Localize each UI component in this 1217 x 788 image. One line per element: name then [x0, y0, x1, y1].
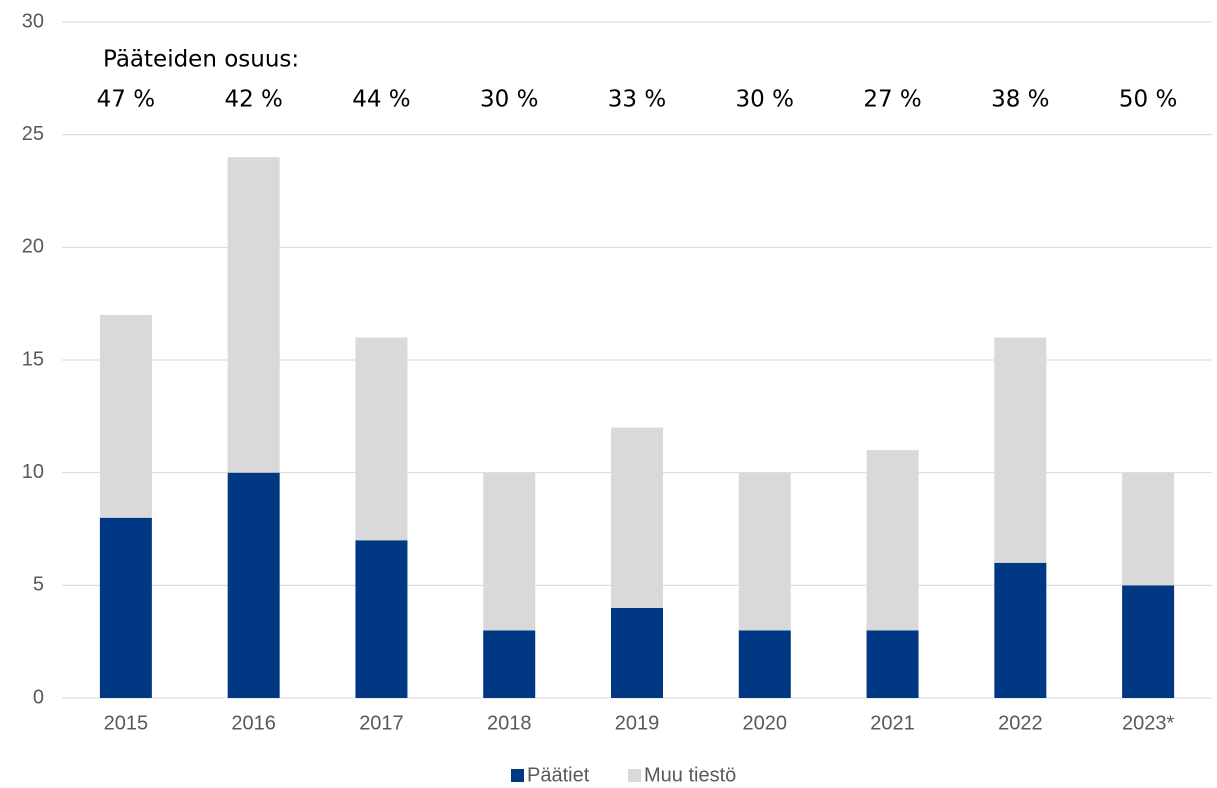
bar-segment [994, 337, 1047, 563]
annotation: 50 % [1119, 87, 1177, 113]
x-tick-label: 2019 [615, 712, 660, 734]
bar-segment [866, 630, 919, 698]
annotation: 30 % [736, 87, 794, 113]
x-tick-label: 2021 [870, 712, 915, 734]
bar-segment [483, 630, 536, 698]
annotation: 42 % [224, 87, 282, 113]
annotation: 30 % [480, 87, 538, 113]
bar-segment [738, 630, 791, 698]
x-tick-label: 2020 [743, 712, 788, 734]
y-tick-label: 10 [22, 461, 44, 483]
bar-segment [866, 450, 919, 631]
bar-segment [1122, 585, 1175, 698]
bar-segment [99, 314, 152, 518]
bar-segment [227, 472, 280, 698]
bar-segment [738, 472, 791, 631]
legend-swatch [628, 769, 641, 782]
x-tick-label: 2017 [359, 712, 404, 734]
annotation: 44 % [352, 87, 410, 113]
y-tick-label: 5 [33, 574, 44, 596]
bar-segment [994, 562, 1047, 698]
x-tick-label: 2022 [998, 712, 1043, 734]
bar-segment [99, 517, 152, 698]
y-tick-label: 0 [33, 686, 44, 708]
bar-segment [1122, 472, 1175, 586]
bar-segment [483, 472, 536, 631]
y-tick-label: 30 [22, 10, 44, 32]
x-tick-label: 2018 [487, 712, 532, 734]
annotation: 38 % [991, 87, 1049, 113]
bar-segment [355, 540, 408, 698]
bar-segment [355, 337, 408, 541]
bar-segment [611, 427, 663, 608]
annotation-title: Pääteiden osuus: [103, 47, 299, 73]
y-tick-label: 15 [22, 348, 44, 370]
bar-segment [611, 607, 663, 698]
annotation: 27 % [863, 87, 921, 113]
x-tick-label: 2015 [104, 712, 149, 734]
legend-swatch [511, 769, 524, 782]
x-tick-label: 2016 [231, 712, 276, 734]
bar-segment [227, 157, 280, 473]
annotation: 47 % [97, 87, 155, 113]
legend-label: Muu tiestö [644, 764, 736, 786]
x-tick-label: 2023* [1122, 712, 1174, 734]
annotation: 33 % [608, 87, 666, 113]
legend-label: Päätiet [527, 764, 590, 786]
y-tick-label: 25 [22, 123, 44, 145]
y-tick-label: 20 [22, 236, 44, 258]
